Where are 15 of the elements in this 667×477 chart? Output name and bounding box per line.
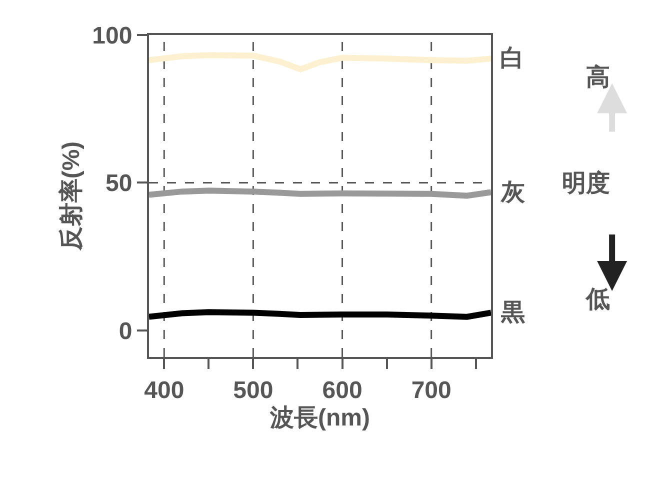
y-tick-label: 100 (92, 22, 132, 50)
y-tick-label: 50 (105, 170, 132, 198)
x-tick-label: 500 (233, 376, 274, 404)
x-axis-title: 波長(nm) (269, 404, 370, 432)
text: 高 (586, 63, 610, 91)
y-tick-label: 0 (118, 318, 132, 345)
text: 低 (585, 286, 610, 313)
y-axis-title: 反射率(%) (58, 141, 85, 252)
series-label: 黒 (500, 299, 525, 326)
series-label: 灰 (500, 179, 526, 206)
x-tick-label: 400 (144, 376, 184, 404)
text: 明度 (562, 170, 610, 197)
x-tick-label: 700 (411, 376, 452, 404)
series-label: 白 (500, 45, 524, 72)
x-tick-label: 600 (322, 376, 362, 404)
